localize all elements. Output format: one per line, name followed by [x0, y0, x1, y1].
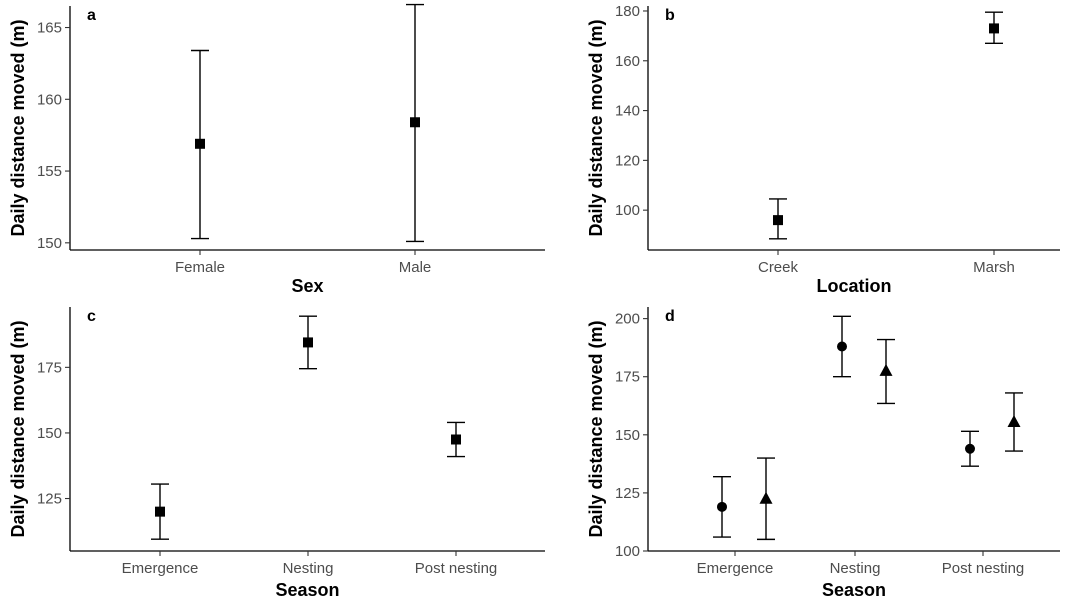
data-point-square: [195, 138, 205, 149]
y-tick-label: 175: [37, 359, 62, 376]
y-tick-label: 125: [37, 491, 62, 508]
y-axis-title: Daily distance moved (m): [8, 320, 28, 537]
y-axis-title: Daily distance moved (m): [8, 19, 28, 236]
data-point-triangle: [1007, 415, 1021, 428]
y-tick-label: 120: [615, 152, 640, 169]
y-tick-label: 150: [615, 427, 640, 444]
x-axis-title: Season: [275, 580, 339, 597]
y-tick-label: 180: [615, 3, 640, 20]
x-tick-label: Post nesting: [415, 560, 498, 577]
data-point-triangle: [879, 363, 893, 376]
data-point-square: [410, 117, 420, 128]
x-tick-label: Emergence: [697, 560, 774, 577]
panel-letter: b: [665, 7, 675, 24]
y-tick-label: 165: [37, 20, 62, 37]
x-tick-label: Marsh: [973, 259, 1015, 276]
x-axis-title: Location: [817, 276, 892, 296]
y-tick-label: 160: [37, 91, 62, 108]
x-tick-label: Creek: [758, 259, 799, 276]
x-axis-title: Season: [822, 580, 886, 597]
panel-a: 150 155 160 165 Female Male Sex Daily distance …: [8, 3, 545, 296]
data-point-square: [155, 506, 165, 517]
x-tick-label: Female: [175, 259, 225, 276]
x-tick-label: Male: [399, 259, 432, 276]
y-tick-label: 150: [37, 425, 62, 442]
x-tick-label: Emergence: [122, 560, 199, 577]
data-point-square: [303, 337, 313, 348]
x-tick-label: Nesting: [830, 560, 881, 577]
data-point-circle: [717, 501, 727, 512]
data-point-circle: [837, 341, 847, 352]
panel-b: 100 120 140 160 180 Creek Marsh Location Daily d…: [586, 3, 1060, 296]
x-tick-label: Post nesting: [942, 560, 1025, 577]
data-point-triangle: [759, 491, 773, 504]
y-tick-label: 125: [615, 485, 640, 502]
y-tick-label: 200: [615, 311, 640, 328]
y-tick-label: 100: [615, 202, 640, 219]
y-tick-label: 150: [37, 235, 62, 252]
y-tick-label: 175: [615, 369, 640, 386]
y-tick-label: 155: [37, 163, 62, 180]
data-point-square: [989, 23, 999, 34]
x-axis-title: Sex: [291, 276, 323, 296]
panel-letter: c: [87, 308, 96, 325]
panel-c: 125 150 175 Emergence Nesting Post nesting Sea…: [8, 307, 545, 597]
y-tick-label: 160: [615, 53, 640, 70]
panel-letter: a: [87, 7, 96, 24]
data-point-square: [773, 215, 783, 226]
y-axis-title: Daily distance moved (m): [586, 320, 606, 537]
y-tick-label: 140: [615, 103, 640, 120]
y-axis-title: Daily distance moved (m): [586, 19, 606, 236]
y-tick-label: 100: [615, 543, 640, 560]
panel-d: 100 125 150 175 200 Emergence Nesting Post nest…: [586, 307, 1060, 597]
data-point-square: [451, 434, 461, 445]
panel-letter: d: [665, 308, 675, 325]
x-tick-label: Nesting: [283, 560, 334, 577]
data-point-circle: [965, 443, 975, 454]
